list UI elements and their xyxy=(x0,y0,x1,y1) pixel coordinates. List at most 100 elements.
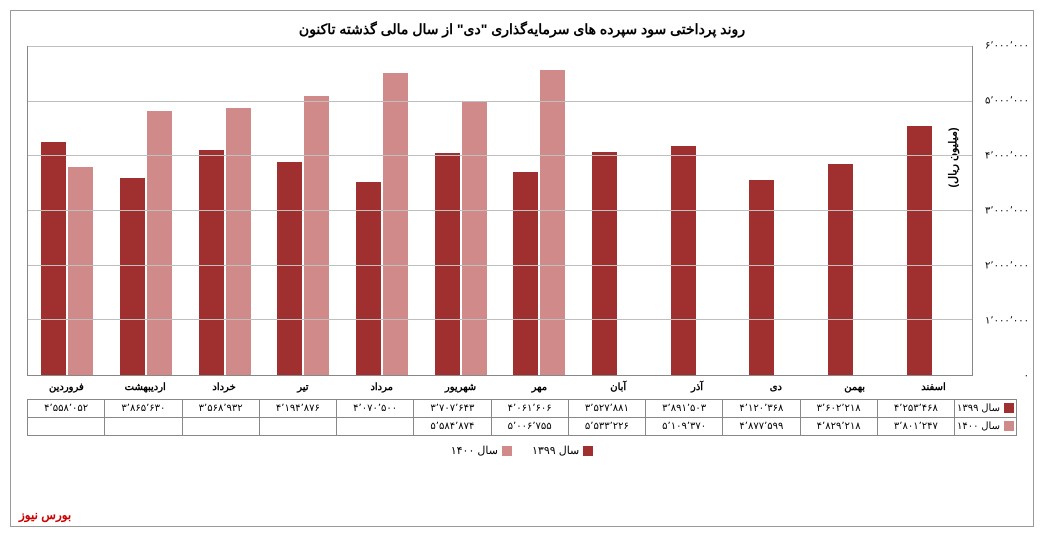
legend-marker xyxy=(1004,403,1014,413)
legend-marker xyxy=(583,446,593,456)
x-label: اسفند xyxy=(894,376,973,399)
chart-wrapper: روند پرداختی سود سپرده های سرمایه‌گذاری … xyxy=(10,10,1034,527)
y-tick: ۲٬۰۰۰٬۰۰۰ xyxy=(985,261,1029,272)
y-tick: ۴٬۰۰۰٬۰۰۰ xyxy=(985,151,1029,162)
table-cell: ۳٬۶۰۲٬۲۱۸ xyxy=(800,400,877,418)
x-label: مهر xyxy=(500,376,579,399)
bar xyxy=(907,126,932,375)
bar xyxy=(68,167,93,375)
table-cell: ۴٬۸۲۹٬۲۱۸ xyxy=(800,418,877,436)
table-cell xyxy=(259,418,336,436)
table-cell: ۵٬۱۰۹٬۳۷۰ xyxy=(646,418,723,436)
row-header-label: سال ۱۳۹۹ xyxy=(957,403,1000,414)
x-axis-labels: فروردیناردیبهشتخردادتیرمردادشهریورمهرآبا… xyxy=(27,376,973,399)
table-cell: ۳٬۸۹۱٬۵۰۳ xyxy=(646,400,723,418)
bar xyxy=(277,162,302,375)
table-cell: ۳٬۸۶۵٬۶۳۰ xyxy=(105,400,182,418)
gridline xyxy=(28,210,972,211)
month-group xyxy=(657,47,736,375)
x-label: شهریور xyxy=(421,376,500,399)
bar xyxy=(147,111,172,375)
table-cell xyxy=(28,418,105,436)
month-group xyxy=(264,47,343,375)
month-group xyxy=(579,47,658,375)
table-cell: ۴٬۱۹۴٬۸۷۶ xyxy=(259,400,336,418)
gridline xyxy=(28,101,972,102)
row-header: سال ۱۴۰۰ xyxy=(955,418,1017,436)
table-cell: ۴٬۱۲۰٬۳۶۸ xyxy=(723,400,800,418)
table-cell: ۵٬۵۳۳٬۲۲۶ xyxy=(568,418,645,436)
bar xyxy=(199,150,224,375)
month-group xyxy=(736,47,815,375)
gridline xyxy=(28,155,972,156)
y-tick: ۱٬۰۰۰٬۰۰۰ xyxy=(985,316,1029,327)
x-label: مرداد xyxy=(342,376,421,399)
bar xyxy=(513,172,538,375)
month-group xyxy=(500,47,579,375)
legend-item: سال ۱۴۰۰ xyxy=(451,444,512,457)
bar xyxy=(671,146,696,375)
month-group xyxy=(28,47,107,375)
gridline xyxy=(28,46,972,47)
month-group xyxy=(107,47,186,375)
row-header: سال ۱۳۹۹ xyxy=(955,400,1017,418)
footer-credit: بورس نیوز xyxy=(19,508,71,522)
legend-label: سال ۱۴۰۰ xyxy=(451,445,498,457)
y-tick: ۶٬۰۰۰٬۰۰۰ xyxy=(985,41,1029,52)
chart-title: روند پرداختی سود سپرده های سرمایه‌گذاری … xyxy=(11,11,1033,46)
bar xyxy=(304,96,329,375)
x-label: خرداد xyxy=(185,376,264,399)
gridline xyxy=(28,265,972,266)
bars-row xyxy=(28,47,972,375)
x-label: تیر xyxy=(263,376,342,399)
y-tick: ۵٬۰۰۰٬۰۰۰ xyxy=(985,96,1029,107)
legend-marker xyxy=(1004,421,1014,431)
legend: سال ۱۳۹۹ سال ۱۴۰۰ xyxy=(11,436,1033,461)
y-axis: (میلیون ریال) ۰۱٬۰۰۰٬۰۰۰۲٬۰۰۰٬۰۰۰۳٬۰۰۰٬۰… xyxy=(973,46,1033,376)
bar xyxy=(828,164,853,375)
gridline xyxy=(28,319,972,320)
table-cell: ۳٬۵۶۸٬۹۳۲ xyxy=(182,400,259,418)
x-label: اردیبهشت xyxy=(106,376,185,399)
table-cell: ۴٬۵۵۸٬۰۵۲ xyxy=(28,400,105,418)
row-header-label: سال ۱۴۰۰ xyxy=(957,421,1000,432)
bar xyxy=(226,108,251,375)
table-cell: ۴٬۰۷۰٬۵۰۰ xyxy=(337,400,414,418)
table-cell: ۳٬۸۰۱٬۲۴۷ xyxy=(877,418,954,436)
data-table: سال ۱۳۹۹۴٬۲۵۳٬۴۶۸۳٬۶۰۲٬۲۱۸۴٬۱۲۰٬۳۶۸۳٬۸۹۱… xyxy=(27,399,1017,436)
table-cell: ۵٬۵۸۴٬۸۷۴ xyxy=(414,418,491,436)
month-group xyxy=(185,47,264,375)
table-cell: ۳٬۵۲۷٬۸۸۱ xyxy=(568,400,645,418)
table-cell: ۴٬۲۵۳٬۴۶۸ xyxy=(877,400,954,418)
month-group xyxy=(815,47,894,375)
table-cell: ۵٬۰۰۶٬۷۵۵ xyxy=(491,418,568,436)
table-row: سال ۱۴۰۰۳٬۸۰۱٬۲۴۷۴٬۸۲۹٬۲۱۸۴٬۸۷۷٬۵۹۹۵٬۱۰۹… xyxy=(28,418,1017,436)
bar xyxy=(462,101,487,375)
table-cell xyxy=(337,418,414,436)
table-row: سال ۱۳۹۹۴٬۲۵۳٬۴۶۸۳٬۶۰۲٬۲۱۸۴٬۱۲۰٬۳۶۸۳٬۸۹۱… xyxy=(28,400,1017,418)
x-label: دی xyxy=(736,376,815,399)
table-cell xyxy=(182,418,259,436)
bar xyxy=(540,70,565,375)
x-label: آبان xyxy=(579,376,658,399)
y-tick: ۰ xyxy=(1024,371,1029,382)
month-group xyxy=(343,47,422,375)
bar xyxy=(120,178,145,375)
bar xyxy=(41,142,66,375)
legend-label: سال ۱۳۹۹ xyxy=(532,445,579,457)
table-cell xyxy=(105,418,182,436)
legend-item: سال ۱۳۹۹ xyxy=(532,444,593,457)
x-label: فروردین xyxy=(27,376,106,399)
x-label: آذر xyxy=(658,376,737,399)
month-group xyxy=(421,47,500,375)
legend-marker xyxy=(502,446,512,456)
table-cell: ۳٬۷۰۷٬۶۴۳ xyxy=(414,400,491,418)
table-cell: ۴٬۰۶۱٬۶۰۶ xyxy=(491,400,568,418)
plot-container: (میلیون ریال) ۰۱٬۰۰۰٬۰۰۰۲٬۰۰۰٬۰۰۰۳٬۰۰۰٬۰… xyxy=(11,46,1033,376)
bar xyxy=(356,182,381,375)
month-group xyxy=(893,47,972,375)
x-label: بهمن xyxy=(815,376,894,399)
plot-area xyxy=(27,46,973,376)
y-tick: ۳٬۰۰۰٬۰۰۰ xyxy=(985,206,1029,217)
bar xyxy=(383,73,408,375)
